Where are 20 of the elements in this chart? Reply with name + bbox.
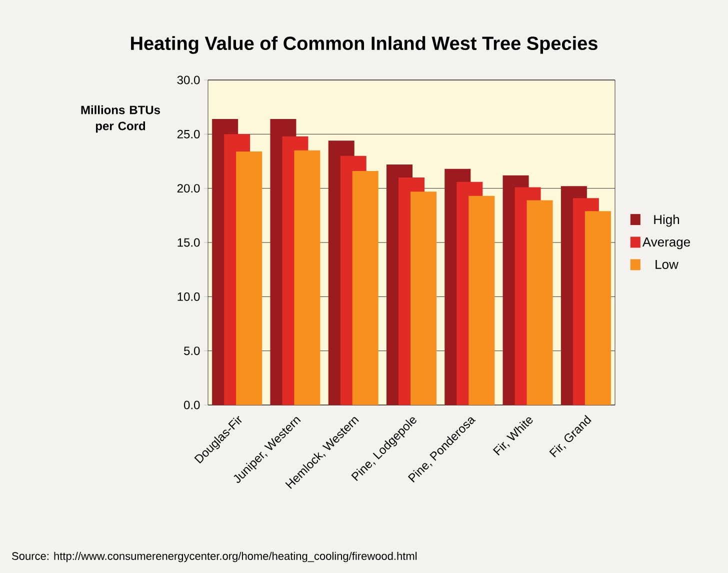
legend-label: Low [656, 260, 678, 270]
bar [468, 196, 495, 405]
y-tick-label: 0.0 [184, 400, 200, 410]
source-note: Source: http://www.consumerenergycenter.org/home/heating_cooling/firewood.html [12, 552, 417, 562]
y-tick-label: 20.0 [177, 184, 200, 193]
bar [294, 150, 320, 405]
bar [236, 152, 262, 405]
y-axis-title: Millions BTUs per Cord [81, 105, 160, 133]
bar [410, 192, 436, 405]
chart-title: Heating Value of Common Inland West Tree Species [131, 36, 598, 54]
y-tick-label: 5.0 [184, 346, 200, 356]
y-tick-label: 30.0 [177, 76, 200, 84]
bar [352, 171, 378, 405]
y-tick-label: 15.0 [178, 238, 200, 247]
y-tick-label: 25.0 [177, 130, 200, 138]
y-tick-label: 10.0 [178, 292, 200, 301]
bar [526, 200, 553, 405]
bar [584, 211, 611, 405]
legend-label: Average [642, 238, 690, 250]
legend-label: High [654, 214, 680, 227]
